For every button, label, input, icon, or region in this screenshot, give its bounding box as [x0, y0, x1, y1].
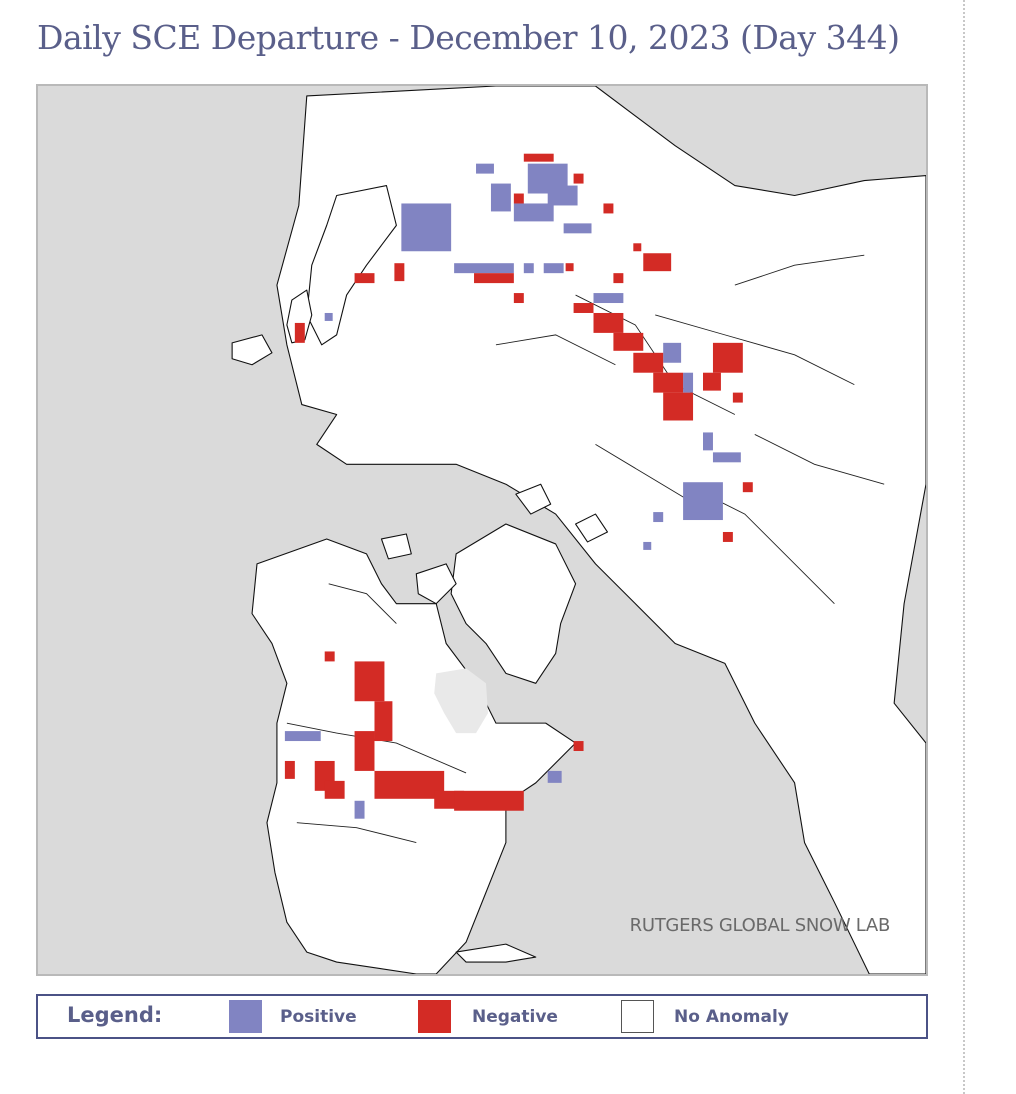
snow-anomaly-map: RUTGERS GLOBAL SNOW LAB [36, 84, 928, 976]
map-legend: Legend: Positive Negative No Anomaly [36, 994, 928, 1039]
legend-label-positive: Positive [280, 1007, 357, 1027]
greenland [450, 523, 577, 684]
legend-swatch-negative [418, 1000, 451, 1033]
sidebar-divider [963, 0, 965, 1094]
legend-swatch-no-anomaly [621, 1000, 654, 1033]
legend-label-negative: Negative [472, 1007, 558, 1027]
arctic-archipelago [380, 483, 608, 605]
polar-projection-map [231, 86, 926, 974]
iceland [231, 334, 273, 366]
positive-anomaly-cells [284, 163, 741, 819]
legend-title: Legend: [67, 1003, 163, 1027]
legend-label-no-anomaly: No Anomaly [674, 1007, 789, 1027]
legend-swatch-positive [229, 1000, 262, 1033]
negative-anomaly-cells [284, 153, 753, 811]
scandinavia-landmass [306, 185, 397, 346]
page-title: Daily SCE Departure - December 10, 2023 … [37, 18, 900, 57]
north-america-landmass [251, 538, 577, 974]
map-credit: RUTGERS GLOBAL SNOW LAB [629, 915, 891, 936]
cuba [455, 943, 537, 963]
hudson-bay [434, 668, 488, 734]
